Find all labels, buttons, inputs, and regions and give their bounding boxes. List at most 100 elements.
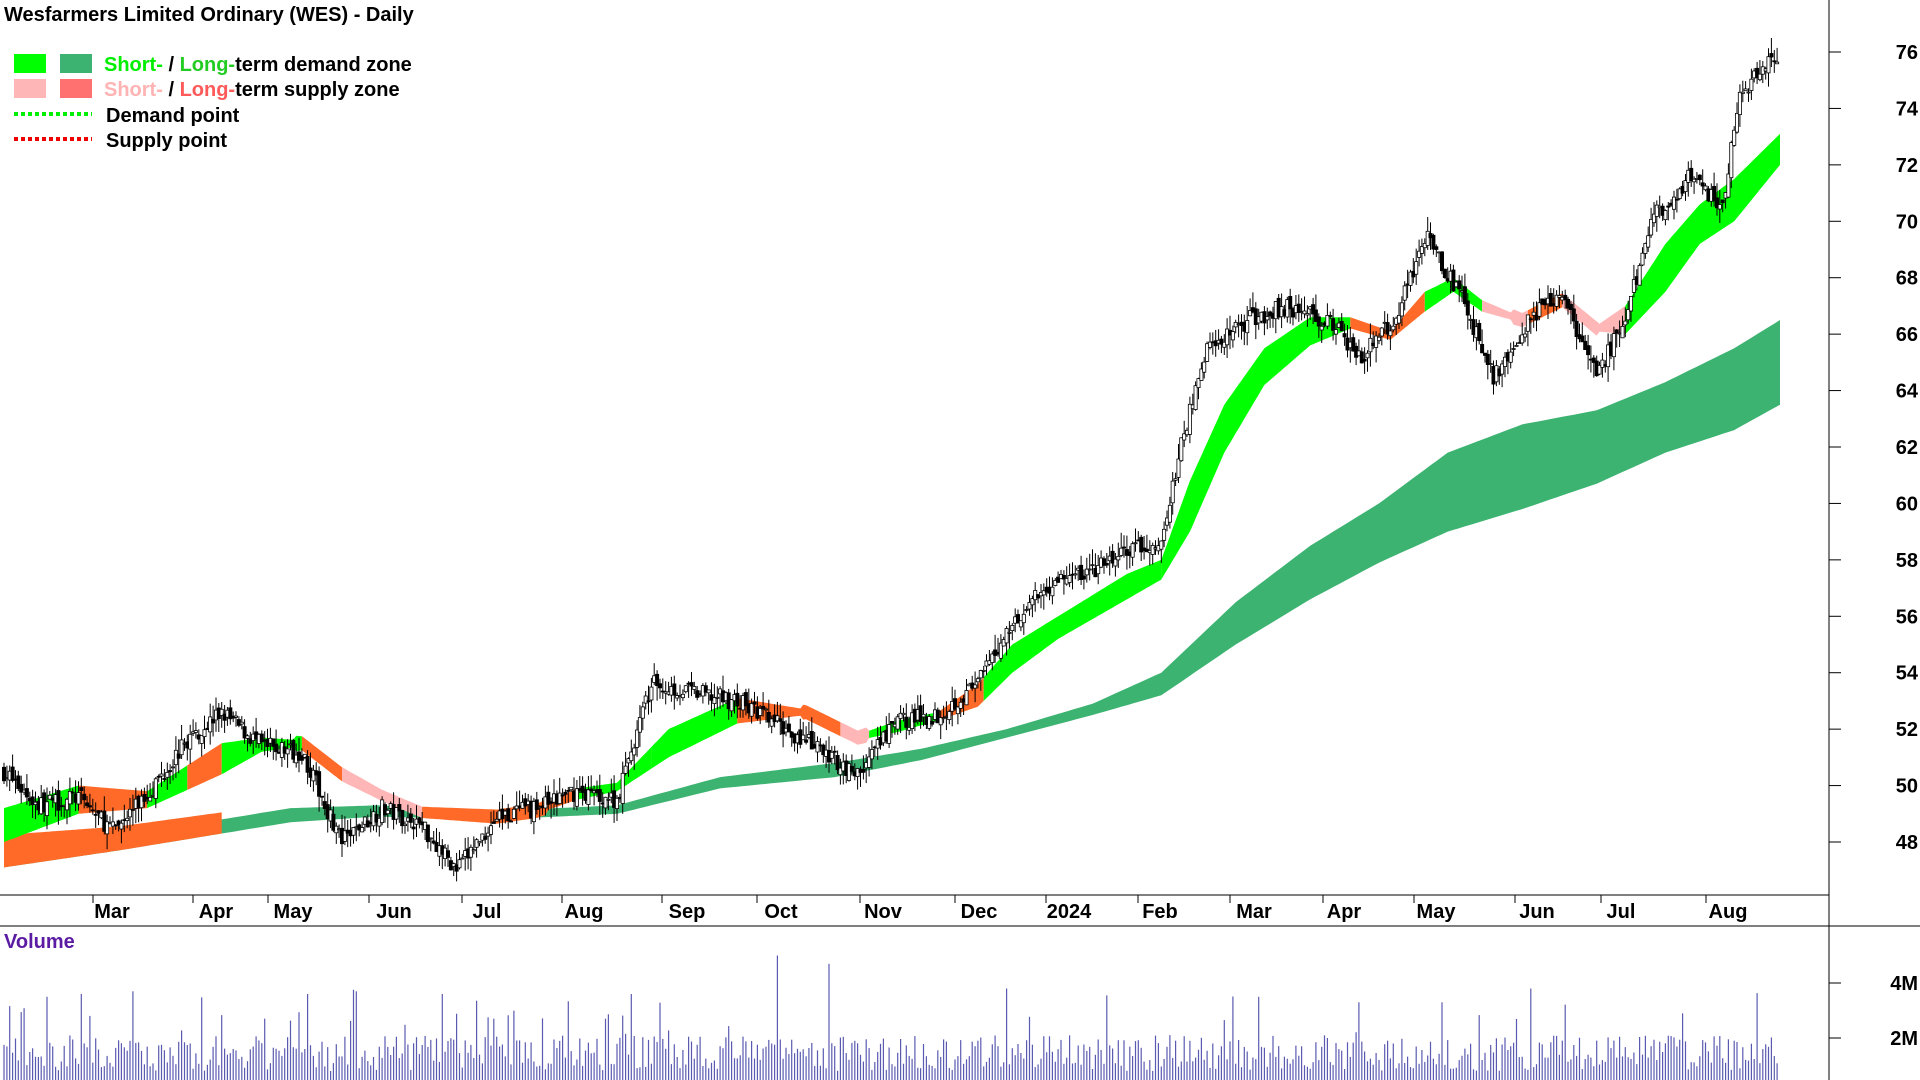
x-tick-label: Aug [565,901,604,923]
candle [752,691,757,714]
candle [692,681,697,695]
candle [2,762,7,784]
candle [1359,347,1364,364]
candle [1248,298,1253,317]
candle [1523,327,1528,343]
short-term-zone-segment [576,747,652,800]
candle [1399,296,1404,327]
candle [1528,316,1533,334]
candle [1457,275,1462,303]
candle [847,761,852,782]
candle [975,676,980,689]
x-tick-label: Mar [1236,901,1272,923]
candle [1342,323,1347,346]
candle [815,736,820,763]
candle [729,699,734,717]
candle [1087,553,1092,581]
legend: Short- / Long-term demand zone Short- / L… [14,54,412,152]
candle [16,770,21,791]
candle [1654,200,1659,232]
candle [385,808,390,828]
candle [1514,342,1519,347]
candle [566,787,571,804]
candle [764,707,769,723]
candle [1703,183,1708,192]
candle [248,731,253,747]
candle [646,685,651,715]
candle [921,704,926,727]
candle [1674,188,1679,213]
legend-swatch-long [60,79,92,98]
x-tick-label: 2024 [1047,901,1092,923]
candle [1302,296,1307,319]
candle [1159,540,1164,564]
candle [1018,620,1023,632]
candle [1119,532,1124,558]
candle [623,751,628,776]
candle [397,798,402,823]
candle [79,777,84,805]
y-tick-label: 72 [1896,155,1918,177]
candle [168,764,173,784]
candle [563,789,568,804]
x-tick-label: Jun [1519,901,1555,923]
candle [360,821,365,833]
candle [597,774,602,815]
candle [130,794,135,826]
candle [259,730,264,751]
candle [1568,301,1573,325]
short-term-zone-segment [1482,300,1528,328]
candle [113,823,118,830]
candle [1331,308,1336,341]
candle [494,811,499,822]
candle [1061,570,1066,595]
candle [400,810,405,834]
candle [1010,623,1015,641]
candle [637,705,642,747]
short-term-zone-segment [983,559,1162,701]
y-tick-label: 64 [1896,381,1919,403]
candle [179,725,184,759]
candle [1717,190,1722,223]
candle [849,754,854,776]
candle [1316,313,1321,338]
candle [1079,555,1084,585]
candle [228,699,233,725]
candle [425,824,430,849]
candle [620,761,625,814]
candle [1663,209,1668,226]
x-tick-label: Apr [199,901,234,923]
candle [1351,333,1356,352]
candle [10,754,15,783]
short-term-zone-segment [1424,277,1483,312]
candle [82,786,87,809]
candle [680,689,685,701]
candle [1586,334,1591,370]
candle [586,776,591,811]
candle [331,806,336,833]
candle [1689,160,1694,187]
candle [635,720,640,757]
candle [640,701,645,731]
candle [1462,273,1467,307]
candle [165,762,170,790]
candle [557,777,562,805]
candle [1176,444,1181,483]
y-tick-label: 66 [1896,324,1918,346]
candle [245,734,250,752]
volume-tick-label: 2M [1890,1028,1918,1050]
candle [1084,557,1089,583]
x-tick-label: Aug [1709,901,1748,923]
candle [1520,322,1525,346]
candle [1139,534,1144,561]
candle [1700,169,1705,195]
candle [1305,305,1310,327]
candle [193,722,198,739]
y-tick-label: 60 [1896,493,1918,515]
candle [1477,319,1482,345]
legend-entry: Supply point [106,130,227,152]
candle [712,683,717,717]
y-tick-label: 52 [1896,719,1918,741]
candle [895,714,900,735]
